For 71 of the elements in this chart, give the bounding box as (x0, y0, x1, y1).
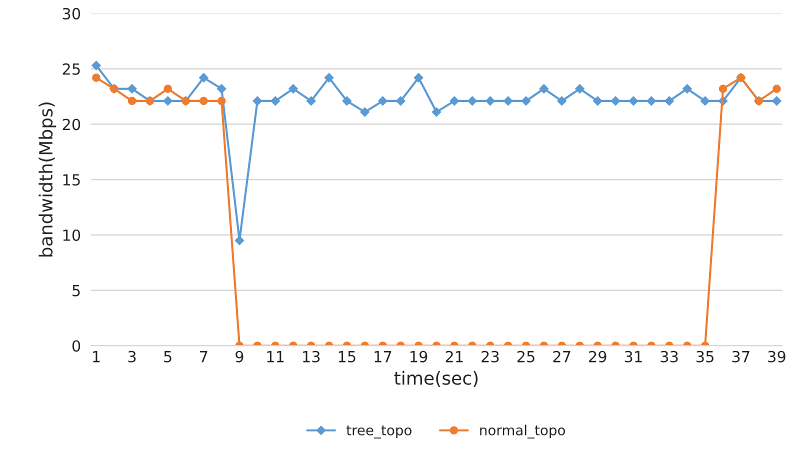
x-tick-label: 1 (93, 351, 100, 362)
x-tick-label: 5 (164, 351, 172, 362)
point (772, 96, 782, 106)
point (92, 60, 101, 70)
point (414, 73, 424, 82)
point (360, 107, 370, 117)
point (396, 96, 406, 106)
y-tick-label: 15 (63, 174, 80, 186)
point (682, 84, 692, 94)
point (486, 96, 495, 106)
point (575, 84, 584, 94)
y-tick-label: 0 (72, 340, 80, 352)
point (217, 96, 226, 106)
x-tick-label: 37 (732, 350, 750, 362)
y-tick-label: 30 (62, 8, 80, 20)
point (252, 96, 262, 106)
x-tick-label: 29 (589, 350, 606, 362)
point (199, 73, 208, 82)
y-tick-label: 10 (63, 229, 80, 241)
y-tick-label: 20 (62, 118, 80, 130)
x-tick-label: 39 (768, 350, 786, 362)
x-tick-label: 17 (374, 351, 392, 362)
y-tick-label: 5 (72, 285, 80, 296)
x-tick-label: 19 (410, 350, 428, 362)
point (306, 96, 316, 106)
point (772, 84, 781, 93)
point (628, 96, 638, 106)
point (468, 96, 477, 106)
point (539, 84, 549, 94)
x-axis-title: time(sec) (394, 370, 478, 388)
point (450, 96, 460, 106)
point (503, 96, 513, 106)
point (432, 107, 442, 117)
point (700, 96, 710, 106)
x-tick-label: 9 (236, 350, 244, 362)
point (342, 96, 352, 106)
x-tick-label: 13 (303, 350, 320, 362)
point (324, 73, 334, 82)
point (164, 84, 172, 93)
x-tick-label: 3 (128, 350, 136, 362)
x-tick-label: 11 (267, 351, 284, 362)
point (610, 96, 620, 106)
point (557, 96, 566, 106)
point (378, 96, 388, 106)
x-tick-label: 7 (200, 351, 208, 362)
x-tick-label: 31 (624, 350, 642, 362)
point (127, 84, 137, 94)
point (163, 96, 172, 106)
point (216, 84, 226, 94)
y-axis-title: bandwidth(Mbps) (38, 102, 56, 257)
point (593, 96, 602, 106)
point (664, 96, 674, 106)
legend-label: normal_topo (480, 424, 565, 439)
point (521, 96, 531, 106)
point (646, 96, 656, 106)
point (200, 96, 208, 106)
point (288, 84, 298, 94)
x-tick-label: 35 (696, 350, 714, 362)
point (234, 236, 244, 246)
point (128, 96, 136, 106)
point (270, 96, 280, 106)
x-tick-label: 23 (482, 350, 499, 362)
legend-label: tree_topo (346, 425, 412, 439)
y-tick-label: 25 (62, 63, 80, 75)
x-tick-label: 15 (338, 351, 356, 362)
x-tick-label: 33 (660, 350, 678, 362)
x-tick-label: 27 (553, 350, 570, 362)
point (718, 84, 728, 93)
x-tick-label: 21 (446, 350, 463, 362)
point (92, 74, 100, 82)
x-tick-label: 25 (517, 350, 534, 362)
